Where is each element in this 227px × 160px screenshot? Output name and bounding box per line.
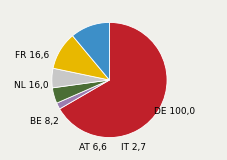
Wedge shape	[59, 22, 166, 138]
Text: AT 6,6: AT 6,6	[78, 144, 106, 152]
Text: IT 2,7: IT 2,7	[121, 144, 145, 152]
Wedge shape	[57, 80, 109, 109]
Wedge shape	[53, 36, 109, 80]
Text: FR 16,6: FR 16,6	[15, 51, 49, 60]
Wedge shape	[52, 80, 109, 103]
Wedge shape	[52, 68, 109, 88]
Text: NL 16,0: NL 16,0	[14, 81, 49, 90]
Text: DE 100,0: DE 100,0	[154, 107, 195, 116]
Text: BE 8,2: BE 8,2	[30, 117, 59, 126]
Wedge shape	[72, 22, 109, 80]
